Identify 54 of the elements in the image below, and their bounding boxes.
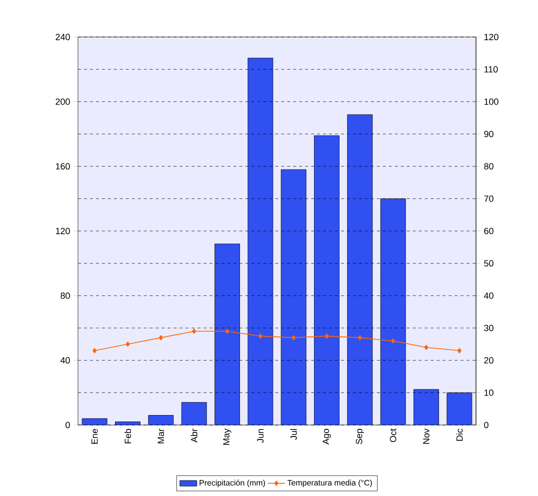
y-tick-label: 120 [56,228,70,234]
x-tick-label: Sep [356,428,364,444]
bar [148,415,174,425]
y-tick-label: 40 [60,357,70,364]
x-tick-label: Ago [322,428,331,444]
y2-tick-label: 0 [484,422,488,428]
point [324,333,329,339]
bar [347,114,372,425]
point [424,344,428,350]
point [457,348,462,354]
point [358,335,362,340]
bar [248,58,273,425]
y2-tick-label: 70 [484,195,494,202]
y2-tick-label: 100 [484,98,498,105]
bar [281,170,306,425]
bar [380,198,406,425]
x-tick-label: May [223,428,232,445]
bar [214,244,240,425]
y-tick-label: 240 [56,34,70,40]
point [92,348,97,354]
point [258,333,262,339]
point [126,342,130,347]
x-tick-label: Feb [124,428,132,444]
x-tick-label: Ene [91,428,98,444]
point [192,328,196,334]
x-tick-label: Nov [423,428,430,444]
y-tick-label: 80 [60,292,70,299]
bar [314,136,340,425]
y2-tick-label: 30 [484,324,494,332]
bar [446,392,472,425]
x-tick-label: Dic [456,428,463,441]
x-tick-label: Jun [257,429,264,443]
y2-tick-label: 40 [484,292,494,299]
y2-tick-label: 10 [484,389,494,396]
y2-tick-label: 50 [484,260,494,267]
point [391,338,396,344]
y2-tick-label: 120 [484,34,498,40]
y2-tick-label: 110 [484,66,498,73]
bar [182,402,207,425]
y2-tick-label: 60 [484,228,494,234]
point [292,335,296,340]
y-tick-label: 200 [56,98,70,105]
x-tick-label: Oct [390,428,396,442]
x-tick-label: Mar [158,428,164,444]
y2-tick-label: 90 [484,130,494,138]
bar [414,389,439,425]
y2-tick-label: 20 [484,357,494,364]
y-tick-label: 0 [66,422,70,428]
x-tick-label: Abr [190,428,198,442]
x-tick-label: Jul [290,429,297,440]
y-tick-label: 160 [56,163,70,170]
y2-tick-label: 80 [484,163,494,170]
point [158,335,163,340]
point [225,328,230,334]
